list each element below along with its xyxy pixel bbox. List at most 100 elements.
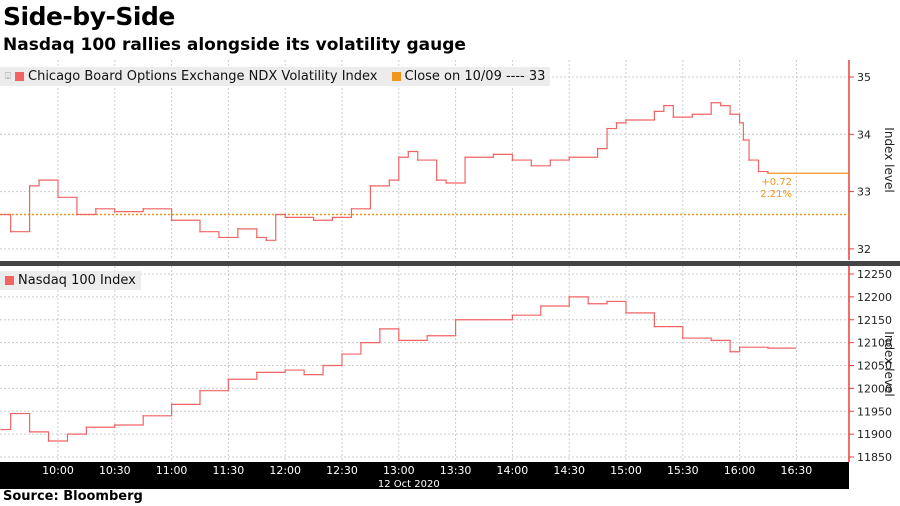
data-point [0,213,2,216]
data-point [682,337,684,339]
data-point [625,312,627,314]
x-tick-label: 15:00 [610,464,642,477]
y-tick-label: 12050 [857,360,892,373]
x-tick-label: 16:30 [781,464,813,477]
data-point [738,122,741,124]
legend-swatch-ndx [5,276,14,285]
data-point [511,314,514,316]
chart-subtitle: Nasdaq 100 rallies alongside its volatil… [3,35,466,55]
data-point [85,426,88,429]
data-point [540,305,542,307]
data-point [255,236,258,239]
data-point [719,104,722,107]
source-note: Source: Bloomberg [3,489,143,504]
data-point [454,318,457,321]
y-axis-title: Index level [882,331,896,396]
data-point [407,150,410,153]
y-tick-label: 34 [857,128,871,141]
data-point [142,207,144,210]
data-point [398,156,400,159]
data-point [284,369,287,371]
data-point [615,122,618,124]
change-annotation: +0.72 [761,177,792,188]
y-tick-label: 11900 [857,428,892,441]
vix-line [1,102,769,241]
data-point [445,182,447,184]
data-point [28,185,31,187]
y-tick-label: 11950 [857,405,892,418]
x-tick-label: 10:00 [42,464,74,477]
data-point [653,325,656,328]
data-point [426,334,429,337]
data-point [322,364,324,367]
data-point [672,116,675,118]
panel-divider [0,261,900,266]
data-point [416,159,419,161]
data-point [691,113,694,116]
data-point [729,350,731,353]
legend-swatch-vix [15,72,24,81]
x-tick-label: 12:00 [269,464,301,477]
data-point [237,228,239,230]
x-date-label: 12 Oct 2020 [378,479,440,490]
data-point [9,230,12,233]
data-point [255,371,258,374]
data-point [303,373,305,376]
y-tick-label: 12100 [857,337,892,350]
data-point [568,296,570,298]
data-point [729,113,731,116]
legend-swatch-close [391,72,401,81]
data-point [9,412,12,415]
data-point [218,236,220,239]
data-point [350,207,353,210]
data-point [227,378,230,381]
x-tick-label: 15:30 [667,464,699,477]
data-point [606,300,608,303]
data-point [587,302,589,305]
y-tick-label: 12250 [857,268,892,281]
x-tick-label: 13:30 [440,464,472,477]
data-point [95,207,97,210]
ndx-line [1,296,769,442]
y-tick-label: 12200 [857,291,892,304]
data-point [492,153,495,156]
data-point [369,185,372,187]
x-tick-label: 14:30 [553,464,585,477]
pct-change-annotation: 2.21% [760,189,792,200]
data-point [199,230,201,233]
data-point [66,433,69,435]
data-point [38,179,40,181]
legend-label-ndx: Nasdaq 100 Index [18,273,136,288]
data-point [265,239,268,242]
data-point [199,389,201,392]
y-axis-title: Index level [882,127,896,192]
data-point [388,179,391,181]
data-point [511,159,514,161]
y-tick-label: 35 [857,71,871,84]
data-point [28,431,31,433]
data-point [170,219,173,222]
data-point [284,216,287,219]
data-point [360,341,362,344]
x-tick-label: 14:00 [497,464,529,477]
data-point [625,119,627,121]
data-point [312,219,315,222]
x-axis-band [0,462,849,489]
x-tick-label: 11:00 [156,464,188,477]
x-tick-label: 13:00 [383,464,415,477]
legend-bottom: Nasdaq 100 Index [0,271,141,290]
data-point [606,127,608,130]
data-point [274,213,277,216]
data-point [341,353,343,355]
legend-top: ⍗ Chicago Board Options Exchange NDX Vol… [0,67,551,86]
legend-label-close: Close on 10/09 ---- 33 [404,69,546,84]
data-point [710,101,712,104]
legend-pin-icon[interactable]: ⍗ [5,71,11,82]
data-point [748,159,750,161]
y-tick-label: 33 [857,186,871,199]
legend-label-vix: Chicago Board Options Exchange NDX Volat… [28,69,378,84]
x-tick-label: 11:30 [213,464,245,477]
data-point [170,403,173,406]
data-point [483,318,485,321]
